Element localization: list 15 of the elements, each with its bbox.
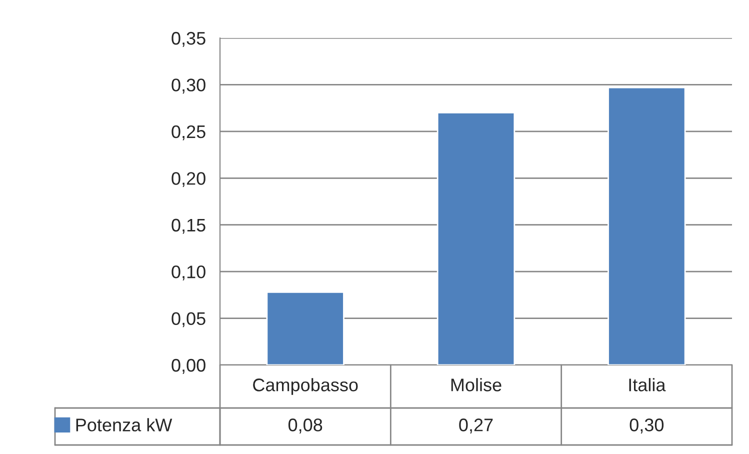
x-tick-label: Molise: [451, 378, 502, 392]
y-tick-label: 0,25: [172, 125, 206, 140]
data-label: 0,08: [288, 418, 322, 434]
y-tick-label: 0,20: [172, 172, 206, 187]
y-tick-label: 0,10: [172, 266, 206, 280]
data-label: 0,30: [630, 418, 664, 434]
y-tick-label: 0,15: [172, 218, 206, 234]
y-tick-label: 0,30: [172, 78, 206, 94]
x-tick-label: Campobasso: [253, 378, 358, 395]
legend-label: Potenza kW: [76, 418, 172, 432]
x-tick-label: Italia: [629, 378, 666, 392]
y-tick-label: 0,35: [172, 32, 206, 47]
y-tick-label: 0,05: [172, 312, 206, 328]
data-label: 0,27: [459, 418, 493, 434]
y-tick-label: 0,00: [172, 358, 206, 374]
